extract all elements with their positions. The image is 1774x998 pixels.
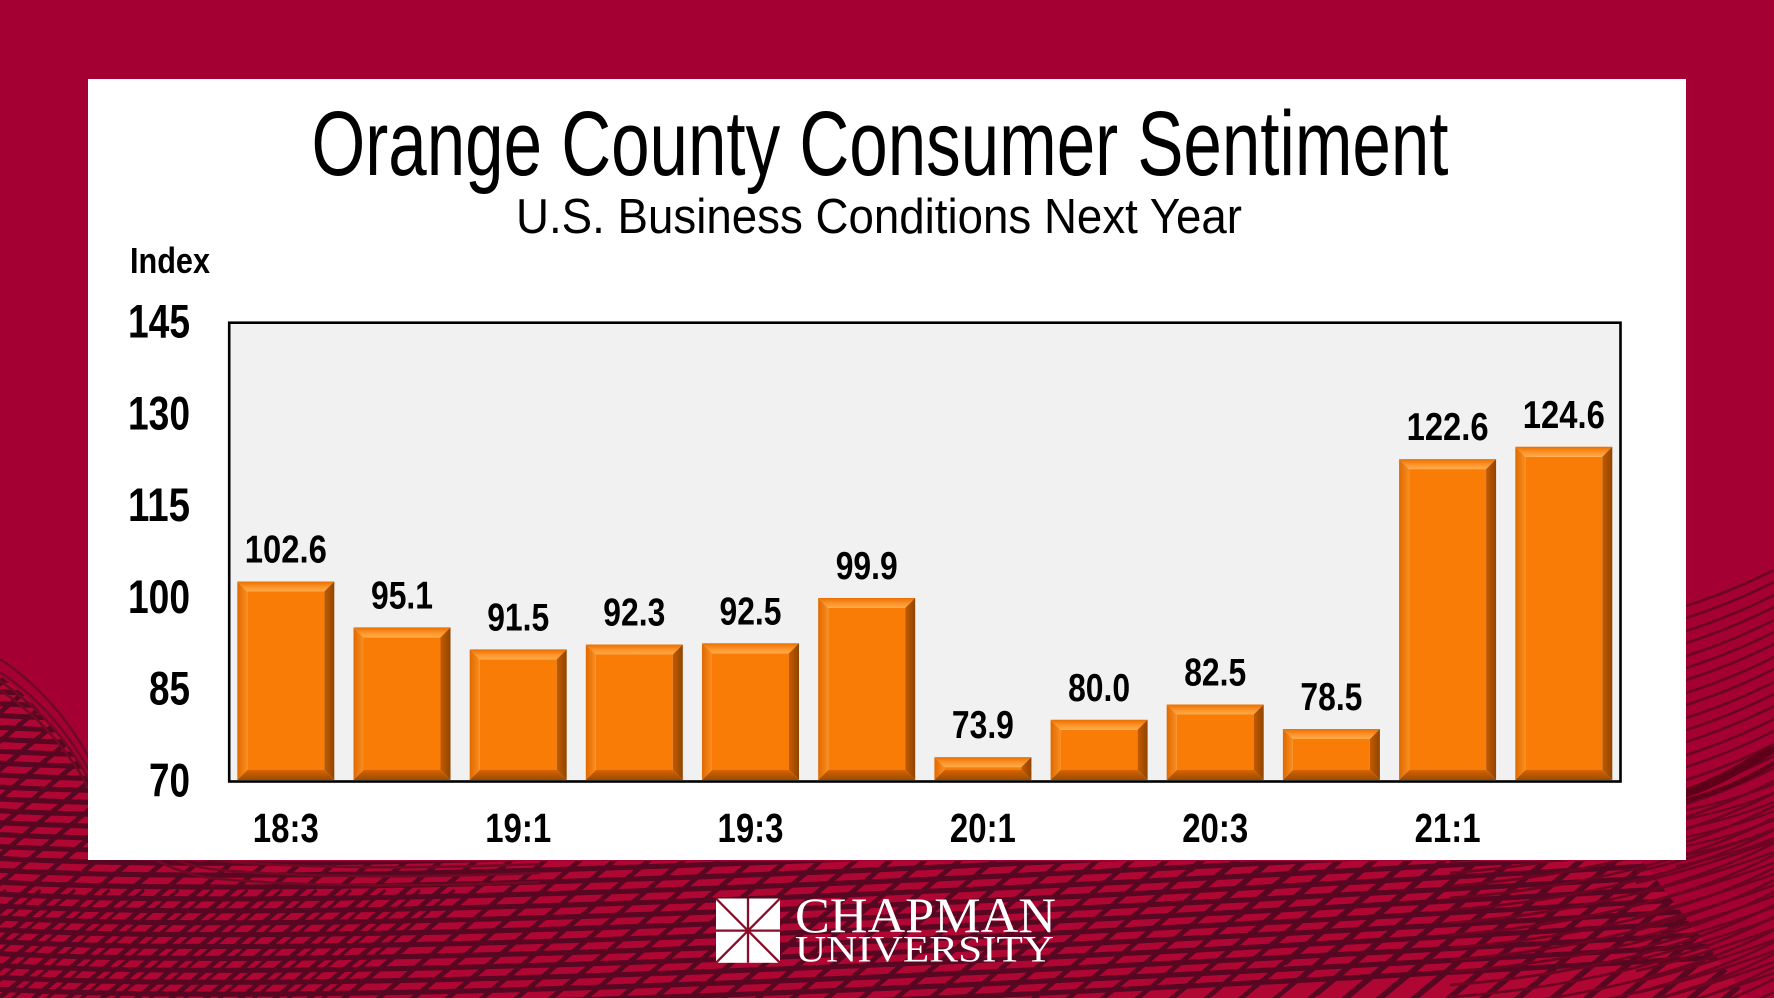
svg-text:100: 100 <box>128 571 190 624</box>
svg-text:99.9: 99.9 <box>836 545 898 588</box>
svg-text:UNIVERSITY: UNIVERSITY <box>795 930 1054 971</box>
svg-text:80.0: 80.0 <box>1068 667 1130 710</box>
svg-text:19:1: 19:1 <box>485 805 551 851</box>
svg-text:130: 130 <box>128 387 190 440</box>
svg-text:92.5: 92.5 <box>720 590 782 633</box>
svg-text:Orange County Consumer Sentime: Orange County Consumer Sentiment <box>312 93 1449 195</box>
svg-text:U.S. Business Conditions Next: U.S. Business Conditions Next Year <box>516 189 1242 244</box>
svg-text:Index: Index <box>130 240 210 281</box>
svg-text:18:3: 18:3 <box>253 805 319 851</box>
svg-text:122.6: 122.6 <box>1407 406 1489 449</box>
svg-text:115: 115 <box>128 479 190 532</box>
svg-text:70: 70 <box>149 755 190 808</box>
svg-text:145: 145 <box>128 296 190 349</box>
svg-text:124.6: 124.6 <box>1523 394 1605 437</box>
svg-text:85: 85 <box>149 663 190 716</box>
svg-text:78.5: 78.5 <box>1300 676 1362 719</box>
svg-text:95.1: 95.1 <box>371 574 433 617</box>
svg-text:102.6: 102.6 <box>245 529 327 572</box>
svg-text:92.3: 92.3 <box>603 592 665 635</box>
svg-text:19:3: 19:3 <box>718 805 784 851</box>
svg-text:CHAPMAN: CHAPMAN <box>795 887 1056 943</box>
svg-text:73.9: 73.9 <box>952 704 1014 747</box>
svg-text:82.5: 82.5 <box>1184 652 1246 695</box>
svg-text:91.5: 91.5 <box>487 596 549 639</box>
svg-text:20:1: 20:1 <box>950 805 1016 851</box>
svg-text:21:1: 21:1 <box>1415 805 1481 851</box>
svg-text:20:3: 20:3 <box>1182 805 1248 851</box>
